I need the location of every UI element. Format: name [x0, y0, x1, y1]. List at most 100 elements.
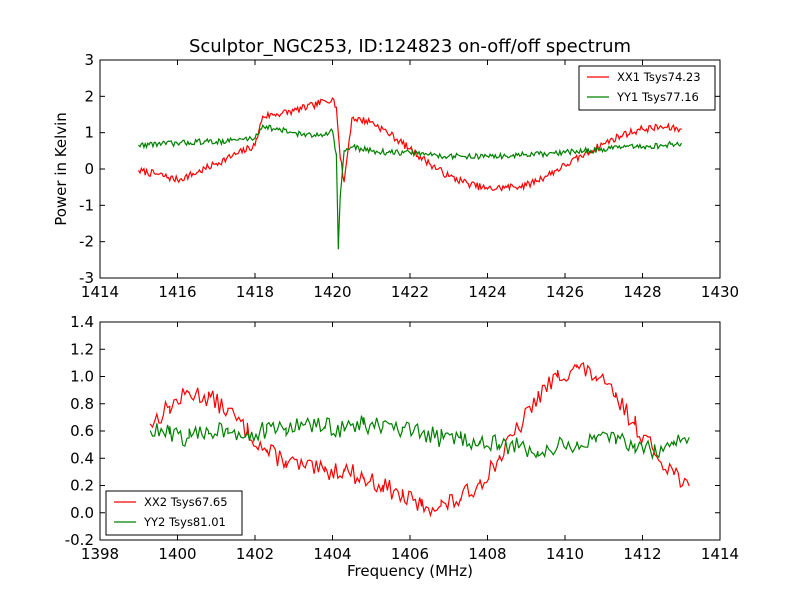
bottom-series-1-point	[169, 405, 171, 408]
bottom-series-1-point	[479, 482, 481, 484]
top-series-2-point	[176, 142, 179, 145]
top-series-1-point	[448, 175, 450, 177]
top-series-2-point	[486, 155, 489, 157]
bottom-series-2-point	[246, 433, 248, 435]
bottom-series-1-point	[688, 484, 690, 487]
bottom-x-tick-label: 1402	[236, 545, 274, 563]
bottom-chart: 1398 1400 1402 1404 1406 1408 1410 1412 1414 -0.2…	[65, 313, 739, 563]
bottom-series-2-point	[188, 437, 190, 439]
top-series-1-point	[486, 188, 489, 190]
top-series-1-point	[235, 153, 237, 156]
bottom-series-2-point	[498, 444, 500, 446]
top-series-2-point	[467, 155, 469, 157]
top-x-tick-label: 1418	[236, 283, 274, 301]
bottom-series-1-point	[517, 427, 520, 429]
bottom-y-tick-label: 1.2	[70, 340, 94, 358]
bottom-series-2-point	[227, 427, 229, 429]
bottom-series-2-point	[672, 444, 675, 446]
top-series-2-point	[370, 150, 372, 152]
bottom-series-2-point	[459, 437, 461, 439]
top-series-2-point	[448, 155, 450, 157]
bottom-series-2-point	[169, 433, 171, 435]
top-series-line-2	[138, 124, 682, 249]
top-x-tick-label: 1414	[81, 283, 119, 301]
top-series-2-point	[235, 139, 237, 141]
bottom-series-2-point	[149, 430, 151, 432]
top-series-2-point	[254, 137, 256, 139]
top-chart-ylabel: Power in Kelvin	[52, 112, 70, 226]
top-series-1-point	[262, 115, 264, 117]
bottom-series-2-point	[517, 446, 520, 448]
top-series-1-point	[622, 133, 624, 136]
bottom-series-2-point	[688, 437, 690, 439]
bottom-series-1-point	[266, 450, 268, 453]
top-series-1-point	[339, 157, 341, 159]
top-series-1-point	[343, 181, 345, 183]
bottom-series-2-point	[653, 450, 655, 453]
top-series-2-point	[428, 153, 430, 156]
bottom-y-tick-label: 0.4	[70, 449, 94, 467]
top-series-1-point	[176, 179, 179, 181]
bottom-y-tick-label: 0.0	[70, 504, 94, 522]
top-x-tick-label: 1420	[313, 283, 351, 301]
top-series-2-point	[409, 152, 411, 154]
top-series-2-point	[564, 152, 566, 154]
bottom-series-1-point	[634, 423, 636, 425]
top-series-2-point	[138, 144, 140, 146]
bottom-x-tick-label: 1400	[158, 545, 196, 563]
top-series-2-point	[583, 150, 585, 152]
bottom-series-2-point	[576, 444, 578, 446]
bottom-series-2-point	[362, 423, 365, 425]
top-series-2-point	[293, 132, 295, 134]
bottom-x-tick-label: 1414	[701, 545, 739, 563]
top-y-tick-label: 2	[84, 87, 94, 105]
top-series-1-point	[273, 113, 275, 116]
top-series-1-point	[254, 144, 256, 146]
bottom-x-tick-label: 1410	[546, 545, 584, 563]
top-x-tick-label: 1424	[468, 283, 506, 301]
bottom-series-1-point	[556, 375, 558, 378]
top-x-tick-label: 1426	[546, 283, 584, 301]
top-series-2-point	[622, 146, 624, 148]
bottom-series-2-point	[614, 437, 616, 439]
top-series-1-point	[603, 142, 605, 145]
top-series-1-point	[331, 97, 334, 99]
top-series-2-point	[262, 124, 264, 126]
top-series-1-point	[641, 128, 644, 130]
bottom-series-1-point	[459, 498, 461, 500]
bottom-series-1-point	[188, 392, 190, 394]
top-series-1-point	[215, 162, 217, 165]
top-y-tick-label: -2	[79, 233, 94, 251]
top-series-2-point	[196, 141, 198, 143]
bottom-series-2-point	[537, 450, 539, 453]
bottom-y-tick-label: 0.8	[70, 395, 94, 413]
top-series-1-point	[564, 164, 566, 166]
bottom-series-2-point	[479, 441, 481, 443]
top-y-tick-label: 1	[84, 124, 94, 142]
bottom-series-line-2	[149, 415, 690, 461]
bottom-series-1-point	[614, 396, 616, 398]
top-series-2-point	[339, 195, 341, 197]
bottom-legend: XX2 Tsys67.65 YY2 Tsys81.01	[105, 490, 243, 536]
top-series-2-point	[273, 128, 275, 130]
bottom-series-2-point	[634, 444, 636, 446]
bottom-series-1-point	[343, 468, 345, 470]
bottom-x-tick-label: 1398	[81, 545, 119, 563]
top-series-1-point	[545, 175, 547, 177]
bottom-series-1-point	[207, 396, 210, 398]
bottom-y-tick-label: 1.4	[70, 313, 94, 331]
bottom-series-1-point	[149, 423, 151, 425]
top-series-2-point	[351, 146, 353, 148]
bottom-series-2-point	[207, 430, 210, 432]
top-series-2-point	[335, 153, 337, 156]
bottom-series-2-point	[324, 426, 326, 428]
top-series-2-point	[312, 135, 314, 137]
top-series-2-point	[603, 148, 605, 150]
top-series-2-point	[525, 153, 527, 156]
bottom-series-2-point	[556, 446, 558, 448]
bottom-legend-box	[105, 490, 243, 536]
top-legend-label: XX1 Tsys74.23	[617, 70, 701, 84]
top-series-2-point	[331, 130, 334, 132]
bottom-series-line-1	[149, 362, 690, 518]
